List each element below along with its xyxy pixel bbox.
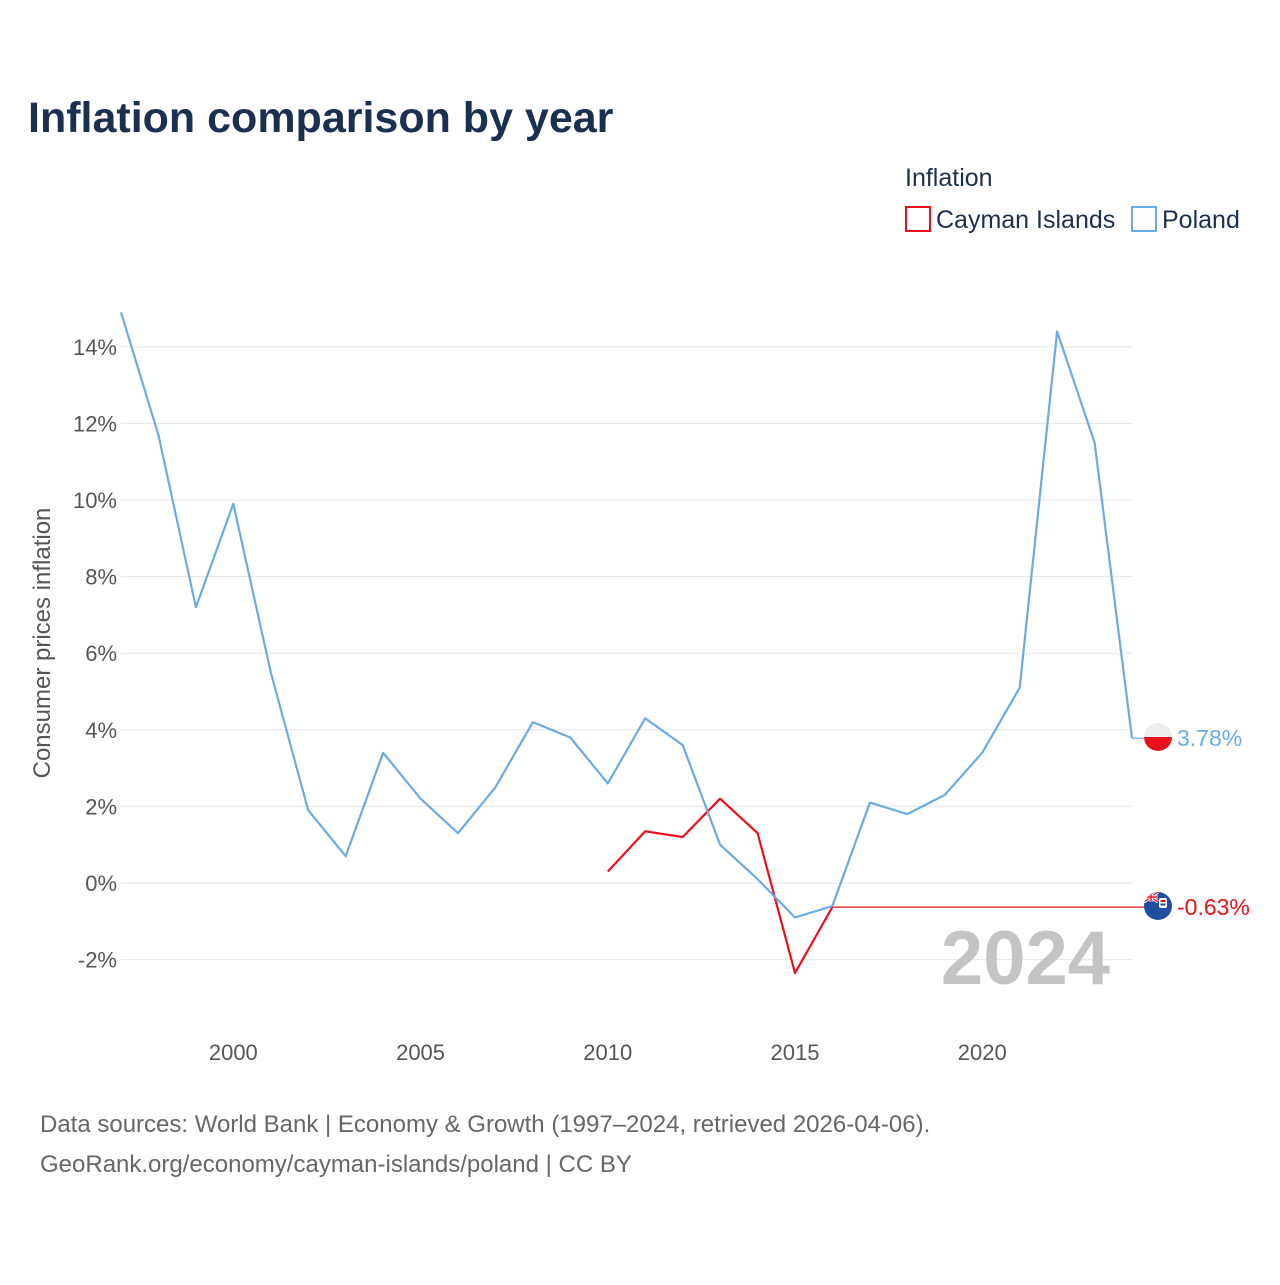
legend-swatch <box>1131 206 1157 232</box>
y-tick-label: 14% <box>73 335 117 360</box>
legend-swatch <box>905 206 931 232</box>
y-tick-label: 4% <box>85 718 117 743</box>
footer-url[interactable]: GeoRank.org/economy/cayman-islands/polan… <box>40 1151 632 1178</box>
legend-item-poland[interactable]: Poland <box>1131 206 1240 234</box>
footer-sources: Data sources: World Bank | Economy & Gro… <box>40 1111 930 1138</box>
y-axis-label: Consumer prices inflation <box>29 508 56 779</box>
x-tick-label: 2010 <box>583 1040 632 1065</box>
legend-item-cayman-islands[interactable]: Cayman Islands <box>905 206 1115 234</box>
series-line-poland[interactable] <box>119 311 1134 919</box>
legend-title: Inflation <box>905 164 993 192</box>
y-tick-label: 10% <box>73 488 117 513</box>
end-labels: -0.63% 3.78% <box>1177 725 1250 920</box>
x-axis-ticks: 2000 2005 2010 2015 2020 <box>209 1040 1007 1065</box>
cayman-islands-flag-icon <box>1144 892 1172 920</box>
y-axis-ticks: -2% 0% 2% 4% 6% 8% 10% 12% 14% <box>73 335 117 973</box>
grid-layer <box>121 346 1132 961</box>
x-tick-label: 2000 <box>209 1040 258 1065</box>
y-tick-label: 6% <box>85 641 117 666</box>
x-tick-label: 2015 <box>771 1040 820 1065</box>
end-value-label: 3.78% <box>1177 725 1242 751</box>
year-watermark: 2024 <box>941 916 1110 1001</box>
y-tick-label: 0% <box>85 871 117 896</box>
x-tick-label: 2005 <box>396 1040 445 1065</box>
legend-label: Cayman Islands <box>936 206 1115 234</box>
y-tick-label: -2% <box>78 948 117 973</box>
series-layer <box>119 311 1150 975</box>
legend-label: Poland <box>1162 206 1240 234</box>
chart-title: Inflation comparison by year <box>28 94 614 142</box>
series-line-cayman-islands[interactable] <box>606 797 834 975</box>
end-value-label: -0.63% <box>1177 894 1250 920</box>
legend[interactable]: Cayman Islands Poland <box>905 206 1240 234</box>
x-tick-label: 2020 <box>958 1040 1007 1065</box>
y-tick-label: 8% <box>85 565 117 590</box>
y-tick-label: 12% <box>73 411 117 436</box>
poland-flag-icon <box>1144 723 1172 751</box>
y-tick-label: 2% <box>85 794 117 819</box>
